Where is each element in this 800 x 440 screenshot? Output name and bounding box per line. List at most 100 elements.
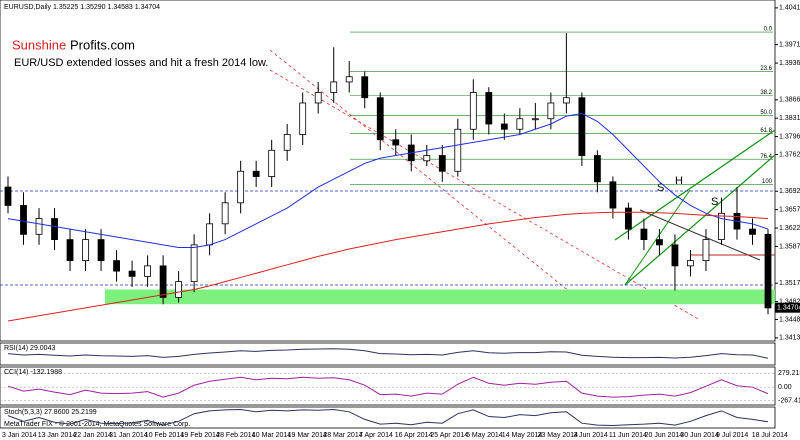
candle-body bbox=[702, 239, 710, 262]
candle-body bbox=[35, 218, 43, 235]
candle-body bbox=[175, 281, 183, 298]
candle-body bbox=[578, 97, 586, 156]
candle-body bbox=[438, 155, 446, 172]
x-tick-label: 19 Mar 2014 bbox=[288, 432, 327, 439]
candle-body bbox=[718, 212, 725, 240]
pattern-label: S bbox=[711, 196, 718, 208]
candle-body bbox=[82, 239, 89, 262]
candle-body bbox=[51, 218, 58, 240]
price-box bbox=[775, 302, 800, 313]
candle-body bbox=[749, 228, 756, 235]
candle-body bbox=[361, 76, 369, 99]
candle-body bbox=[500, 123, 508, 130]
candle-body bbox=[113, 260, 120, 272]
candle-body bbox=[625, 207, 632, 230]
y-tick-label: 1.3971 bbox=[779, 42, 800, 49]
candle-body bbox=[609, 181, 617, 209]
header: EURUSD,Daily 1.35225 1.35290 1.34583 1.3… bbox=[4, 4, 160, 11]
x-tick-label: 3 Jan 2014 bbox=[2, 432, 37, 439]
indicator-name: RSI(14) 29.0043 bbox=[4, 345, 55, 352]
x-tick-label: 28 Feb 2014 bbox=[216, 432, 255, 439]
fib-label: 23.6 bbox=[760, 66, 772, 72]
x-tick-label: 14 May 2014 bbox=[502, 432, 543, 439]
x-tick-label: 22 Jan 2014 bbox=[73, 432, 112, 439]
trend-lines bbox=[0, 49, 776, 321]
fib-label: 38.2 bbox=[760, 90, 772, 96]
candle-body bbox=[66, 239, 74, 262]
candle-body bbox=[764, 233, 772, 309]
candle-body bbox=[656, 239, 663, 246]
candle-body bbox=[531, 118, 539, 121]
annotation: EUR/USD extended losses and hit a fresh … bbox=[14, 57, 268, 69]
candle-body bbox=[190, 244, 198, 283]
x-tick-label: 18 Jul 2014 bbox=[752, 432, 788, 439]
candle-body bbox=[268, 149, 276, 177]
indicator-line bbox=[7, 376, 769, 398]
candle-body bbox=[423, 155, 431, 162]
candle-body bbox=[314, 92, 322, 104]
y-tick-label: 1.3762 bbox=[779, 151, 800, 158]
candle-body bbox=[562, 97, 570, 104]
y-tick-label: 1.3831 bbox=[779, 115, 800, 122]
footer: MetaTrader FIX - © 2001-2014, MetaQuotes… bbox=[4, 420, 190, 428]
x-tick-label: 5 May 2014 bbox=[466, 432, 503, 439]
y-tick-label: 1.3657 bbox=[779, 206, 800, 213]
x-tick-label: 13 Jan 2014 bbox=[38, 432, 77, 439]
y-tick-label: 1.3413 bbox=[779, 335, 800, 342]
moving-average bbox=[7, 112, 769, 248]
candle-body bbox=[376, 97, 384, 141]
x-tick-label: 10 Feb 2014 bbox=[145, 432, 184, 439]
pattern-label: S bbox=[657, 182, 664, 194]
candle-body bbox=[454, 128, 462, 172]
y-tick-label: 1.3587 bbox=[779, 243, 800, 250]
candle-body bbox=[252, 170, 260, 177]
candle-body bbox=[221, 202, 229, 225]
y-tick-label: 1.3448 bbox=[779, 316, 800, 323]
indicator-name: CCI(14) -132.1988 bbox=[4, 369, 62, 376]
y-tick-label: 1.3482 bbox=[779, 298, 800, 305]
fib-label: 50.0 bbox=[760, 110, 772, 116]
candle-body bbox=[516, 118, 524, 130]
cci-panel bbox=[0, 366, 776, 406]
candle-body bbox=[469, 92, 477, 130]
moving-average bbox=[7, 211, 769, 322]
candle-body bbox=[206, 223, 214, 246]
candle-body bbox=[159, 265, 167, 298]
candle-body bbox=[20, 205, 27, 235]
indicator-tick-label: -267.4113 bbox=[778, 397, 800, 404]
indicator-tick-label: 279.2158 bbox=[778, 370, 800, 377]
candle-body bbox=[345, 76, 353, 83]
brand-dark: Profits.com bbox=[70, 37, 135, 52]
candle-body bbox=[283, 134, 291, 151]
y-tick-label: 1.3517 bbox=[779, 280, 800, 287]
x-tick-label: 31 Jan 2014 bbox=[109, 432, 148, 439]
x-tick-label: 25 Apr 2014 bbox=[430, 432, 468, 439]
candle-body bbox=[144, 265, 151, 277]
candle-body bbox=[237, 170, 245, 204]
candle-body bbox=[299, 102, 307, 135]
indicator-line bbox=[7, 348, 769, 359]
fib-label: 76.4 bbox=[760, 154, 772, 160]
fib-label: 100 bbox=[762, 179, 773, 185]
candle-body bbox=[97, 239, 105, 262]
main-panel bbox=[0, 0, 776, 342]
x-tick-label: 16 Apr 2014 bbox=[395, 432, 433, 439]
y-tick-label: 1.3692 bbox=[779, 188, 800, 195]
x-tick-label: 30 Jun 2014 bbox=[680, 432, 719, 439]
x-tick-label: 7 Apr 2014 bbox=[359, 432, 393, 439]
candle-body bbox=[392, 139, 400, 146]
indicator-name: Stoch(5,3,3) 27.8600 25.2199 bbox=[4, 409, 97, 416]
y-tick-label: 1.4041 bbox=[779, 5, 800, 12]
pattern-label: H bbox=[675, 175, 683, 187]
indicator-line bbox=[7, 409, 769, 426]
x-tick-label: 19 Feb 2014 bbox=[181, 432, 220, 439]
x-tick-label: 10 Mar 2014 bbox=[252, 432, 291, 439]
x-tick-label: 9 Jul 2014 bbox=[716, 432, 748, 439]
x-tick-label: 3 Jun 2014 bbox=[573, 432, 608, 439]
candle-body bbox=[128, 270, 136, 277]
y-tick-label: 1.3622 bbox=[779, 225, 800, 232]
candle-body bbox=[671, 244, 679, 267]
candle-body bbox=[547, 102, 555, 120]
candle-body bbox=[4, 186, 12, 206]
